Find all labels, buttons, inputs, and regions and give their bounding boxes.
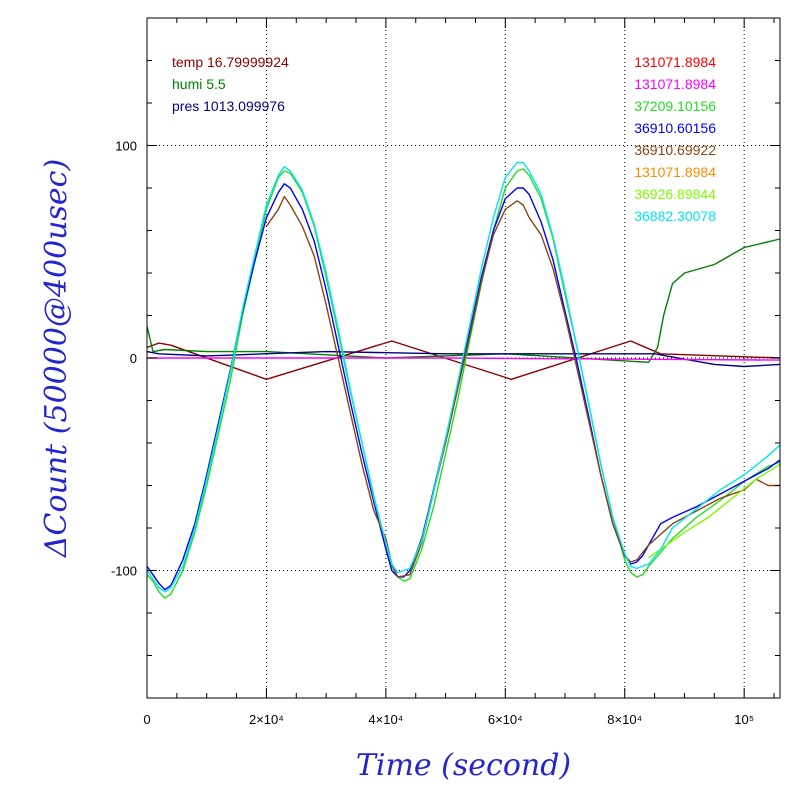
legend-left-entry: temp 16.79999924 <box>172 54 289 70</box>
x-tick-label: 4×10⁴ <box>368 712 403 727</box>
legend-right-entry: 36910.60156 <box>634 120 716 136</box>
legend-right: 131071.8984 131071.8984 37209.10156 36910.6… <box>634 54 716 224</box>
series-line-0 <box>146 340 781 380</box>
legend-left-entry: pres 1013.099976 <box>172 98 285 114</box>
x-tick-label: 0 <box>143 712 150 727</box>
series-line-4 <box>146 168 781 599</box>
legend-right-entry: 36910.69922 <box>634 142 716 158</box>
x-tick-label: 2×10⁴ <box>249 712 284 727</box>
series-line-3 <box>147 357 781 361</box>
series-line-8 <box>146 161 781 593</box>
x-tick-label: 8×10⁴ <box>607 712 642 727</box>
legend-left-entry: humi 5.5 <box>172 76 226 92</box>
legend-right-entry: 37209.10156 <box>634 98 716 114</box>
legend-right-entry: 131071.8984 <box>634 54 716 70</box>
legend-right-entry: 131071.8984 <box>634 76 716 92</box>
legend-right-entry: 36926.89844 <box>634 186 716 202</box>
legend-right-entry: 36882.30078 <box>634 208 716 224</box>
legend-right-entry: 131071.8984 <box>634 164 716 180</box>
y-axis-title: ΔCount (50000@400usec) <box>39 159 74 558</box>
series-line-1 <box>146 238 781 363</box>
x-tick-label: 6×10⁴ <box>488 712 523 727</box>
legend-left: temp 16.79999924 humi 5.5 pres 1013.099976 <box>172 54 289 114</box>
series-line-6 <box>265 195 780 578</box>
series-layer <box>146 161 781 599</box>
y-tick-label: 100 <box>115 139 137 154</box>
series-line-2 <box>146 350 781 368</box>
x-axis-title: Time (second) <box>356 748 571 783</box>
y-tick-label: -100 <box>111 564 137 579</box>
x-tick-label: 10⁵ <box>734 712 754 727</box>
y-tick-label: 0 <box>130 351 137 366</box>
ticks: 0 2×10⁴ 4×10⁴ 6×10⁴ 8×10⁴ 10⁵ 100 0 -100 <box>111 17 780 727</box>
